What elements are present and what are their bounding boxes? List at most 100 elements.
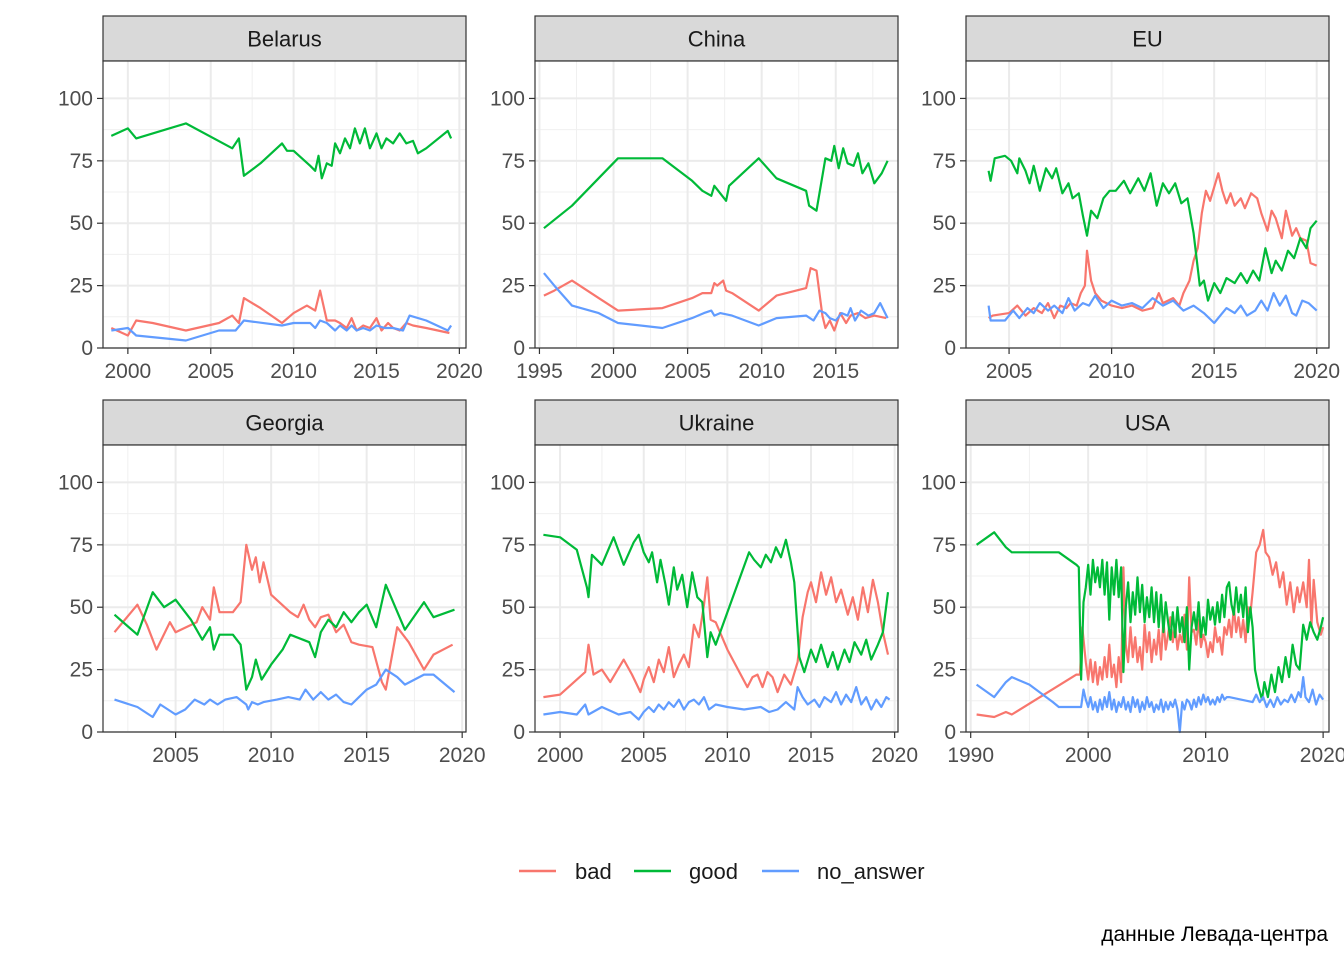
x-tick-label: 2020 [871,744,918,767]
x-tick-label: 2010 [248,744,295,767]
x-tick-label: 2005 [664,360,711,383]
strip-ukraine [534,399,899,446]
x-tick-label: 2020 [1293,360,1340,383]
y-tick-label: 50 [933,212,956,235]
series-line-bad-eu [988,172,1318,320]
x-tick-label: 2020 [439,744,486,767]
y-tick-label: 25 [502,275,525,298]
chart-legend: bad good no_answer [519,859,925,884]
y-tick-label: 50 [70,212,93,235]
y-tick-label: 100 [58,471,93,494]
x-tick-label: 2005 [986,360,1033,383]
series-line-bad-china [543,267,887,332]
y-tick-label: 100 [58,87,93,110]
panel-usa: USA 0 25 50 75 100 1990 2000 2010 2020 [921,399,1344,767]
panel-belarus: Belarus 0 25 50 75 100 2000 2005 2010 2015 2020 [58,15,483,383]
plot-area-china [535,61,898,348]
chart-panels: Belarus 0 25 50 75 100 2000 2005 2010 2015 2020 Chi… [58,15,1344,767]
legend-label-good: good [689,859,738,884]
y-tick-label: 25 [933,659,956,682]
panel-ukraine: Ukraine 0 25 50 75 100 2000 2005 2010 2015 2020 [490,399,918,767]
y-tick-label: 75 [70,150,93,173]
y-tick-label: 100 [921,471,956,494]
x-tick-label: 2005 [620,744,667,767]
x-tick-label: 2020 [436,360,483,383]
y-tick-label: 75 [933,150,956,173]
x-tick-label: 2000 [1065,744,1112,767]
x-tick-label: 2015 [353,360,400,383]
y-tick-label: 25 [502,659,525,682]
x-tick-label: 2010 [1182,744,1229,767]
x-tick-label: 2020 [1300,744,1344,767]
y-tick-label: 50 [502,212,525,235]
series-line-no-answer-china [543,272,889,330]
strip-belarus [102,15,467,62]
x-tick-label: 2010 [738,360,785,383]
panel-border-usa [965,444,1330,733]
series-line-good-china [543,144,889,230]
series-line-bad-usa [976,528,1325,719]
x-tick-label: 2000 [537,744,584,767]
y-tick-label: 25 [933,275,956,298]
series-line-bad-ukraine [543,571,890,699]
strip-label-ukraine: Ukraine [679,411,755,436]
x-tick-label: 2010 [1088,360,1135,383]
y-tick-label: 0 [944,721,956,744]
y-tick-label: 0 [81,337,93,360]
strip-label-belarus: Belarus [247,27,322,52]
x-tick-label: 1995 [516,360,563,383]
panel-georgia: Georgia 0 25 50 75 100 2005 2010 2015 2020 [58,399,486,767]
legend-label-no-answer: no_answer [817,859,925,884]
y-tick-label: 75 [502,534,525,557]
y-tick-label: 0 [944,337,956,360]
x-tick-label: 2015 [1191,360,1238,383]
strip-china [534,15,899,62]
x-tick-label: 2010 [704,744,751,767]
x-tick-label: 2000 [590,360,637,383]
x-tick-label: 2015 [812,360,859,383]
series-line-no-answer-usa [975,676,1325,734]
panel-eu: EU 0 25 50 75 100 2005 2010 2015 2020 [921,15,1340,383]
y-tick-label: 50 [70,596,93,619]
panel-border-eu [965,60,1330,349]
y-tick-label: 75 [502,150,525,173]
series-line-good-eu [987,154,1318,302]
x-tick-label: 2005 [187,360,234,383]
x-tick-label: 2015 [343,744,390,767]
strip-eu [965,15,1330,62]
x-tick-label: 2005 [152,744,199,767]
panel-border-china [534,60,899,349]
y-tick-label: 25 [70,275,93,298]
series-line-no-answer-eu [987,292,1318,325]
series-line-no-answer-ukraine [543,686,891,721]
x-tick-label: 2000 [105,360,152,383]
plot-area-eu [966,61,1329,348]
x-tick-label: 2015 [788,744,835,767]
plot-area-ukraine [535,445,898,732]
series-line-no-answer-georgia [114,668,456,719]
x-tick-label: 2010 [270,360,317,383]
panel-border-georgia [102,444,467,733]
strip-label-eu: EU [1132,27,1163,52]
series-line-good-ukraine [543,533,890,674]
series-line-good-usa [975,531,1325,701]
strip-label-china: China [688,27,746,52]
y-tick-label: 100 [490,471,525,494]
y-tick-label: 75 [70,534,93,557]
y-tick-label: 50 [933,596,956,619]
panel-border-belarus [102,60,467,349]
plot-area-georgia [103,445,466,732]
y-tick-label: 50 [502,596,525,619]
strip-label-usa: USA [1125,411,1171,436]
y-tick-label: 75 [933,534,956,557]
strip-label-georgia: Georgia [245,411,324,436]
panel-border-ukraine [534,444,899,733]
panel-china: China 0 25 50 75 100 1995 2000 2005 2010 2015 [490,15,899,383]
x-tick-label: 1990 [947,744,994,767]
y-tick-label: 0 [513,721,525,744]
y-tick-label: 0 [513,337,525,360]
legend-label-bad: bad [575,859,612,884]
y-tick-label: 100 [490,87,525,110]
chart-caption: данные Левада-центра [1101,923,1328,946]
